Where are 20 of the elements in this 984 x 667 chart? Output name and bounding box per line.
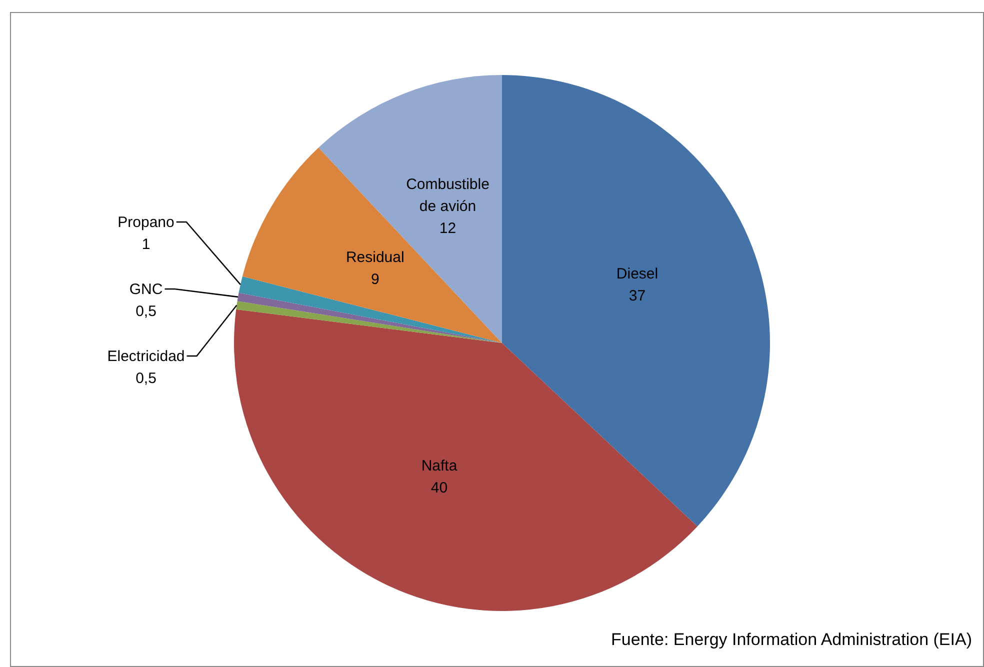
data-label: 12: [439, 220, 456, 237]
data-label: 0,5: [136, 303, 156, 320]
pie-slice: [318, 75, 502, 343]
pie-slice: [236, 301, 502, 343]
slice-label: Electricidad: [107, 348, 185, 365]
pie-slice: [242, 148, 502, 343]
data-label: 37: [628, 287, 646, 304]
data-label: 40: [430, 479, 448, 496]
slice-label: Nafta: [421, 457, 458, 474]
source-note: Fuente: Energy Information Administration (EIA): [611, 630, 972, 649]
slice-label: Diesel: [616, 265, 658, 282]
pie-slice: [234, 309, 698, 610]
slice-label: Combustible de avión: [406, 176, 490, 215]
data-label: 1: [142, 236, 150, 253]
slice-label: Propano: [118, 214, 174, 231]
pie-slice: [502, 75, 770, 526]
slice-label: Residual: [346, 248, 404, 266]
slice-label: GNC: [129, 281, 163, 298]
data-label: 0,5: [136, 370, 156, 387]
data-label: 9: [370, 270, 380, 288]
